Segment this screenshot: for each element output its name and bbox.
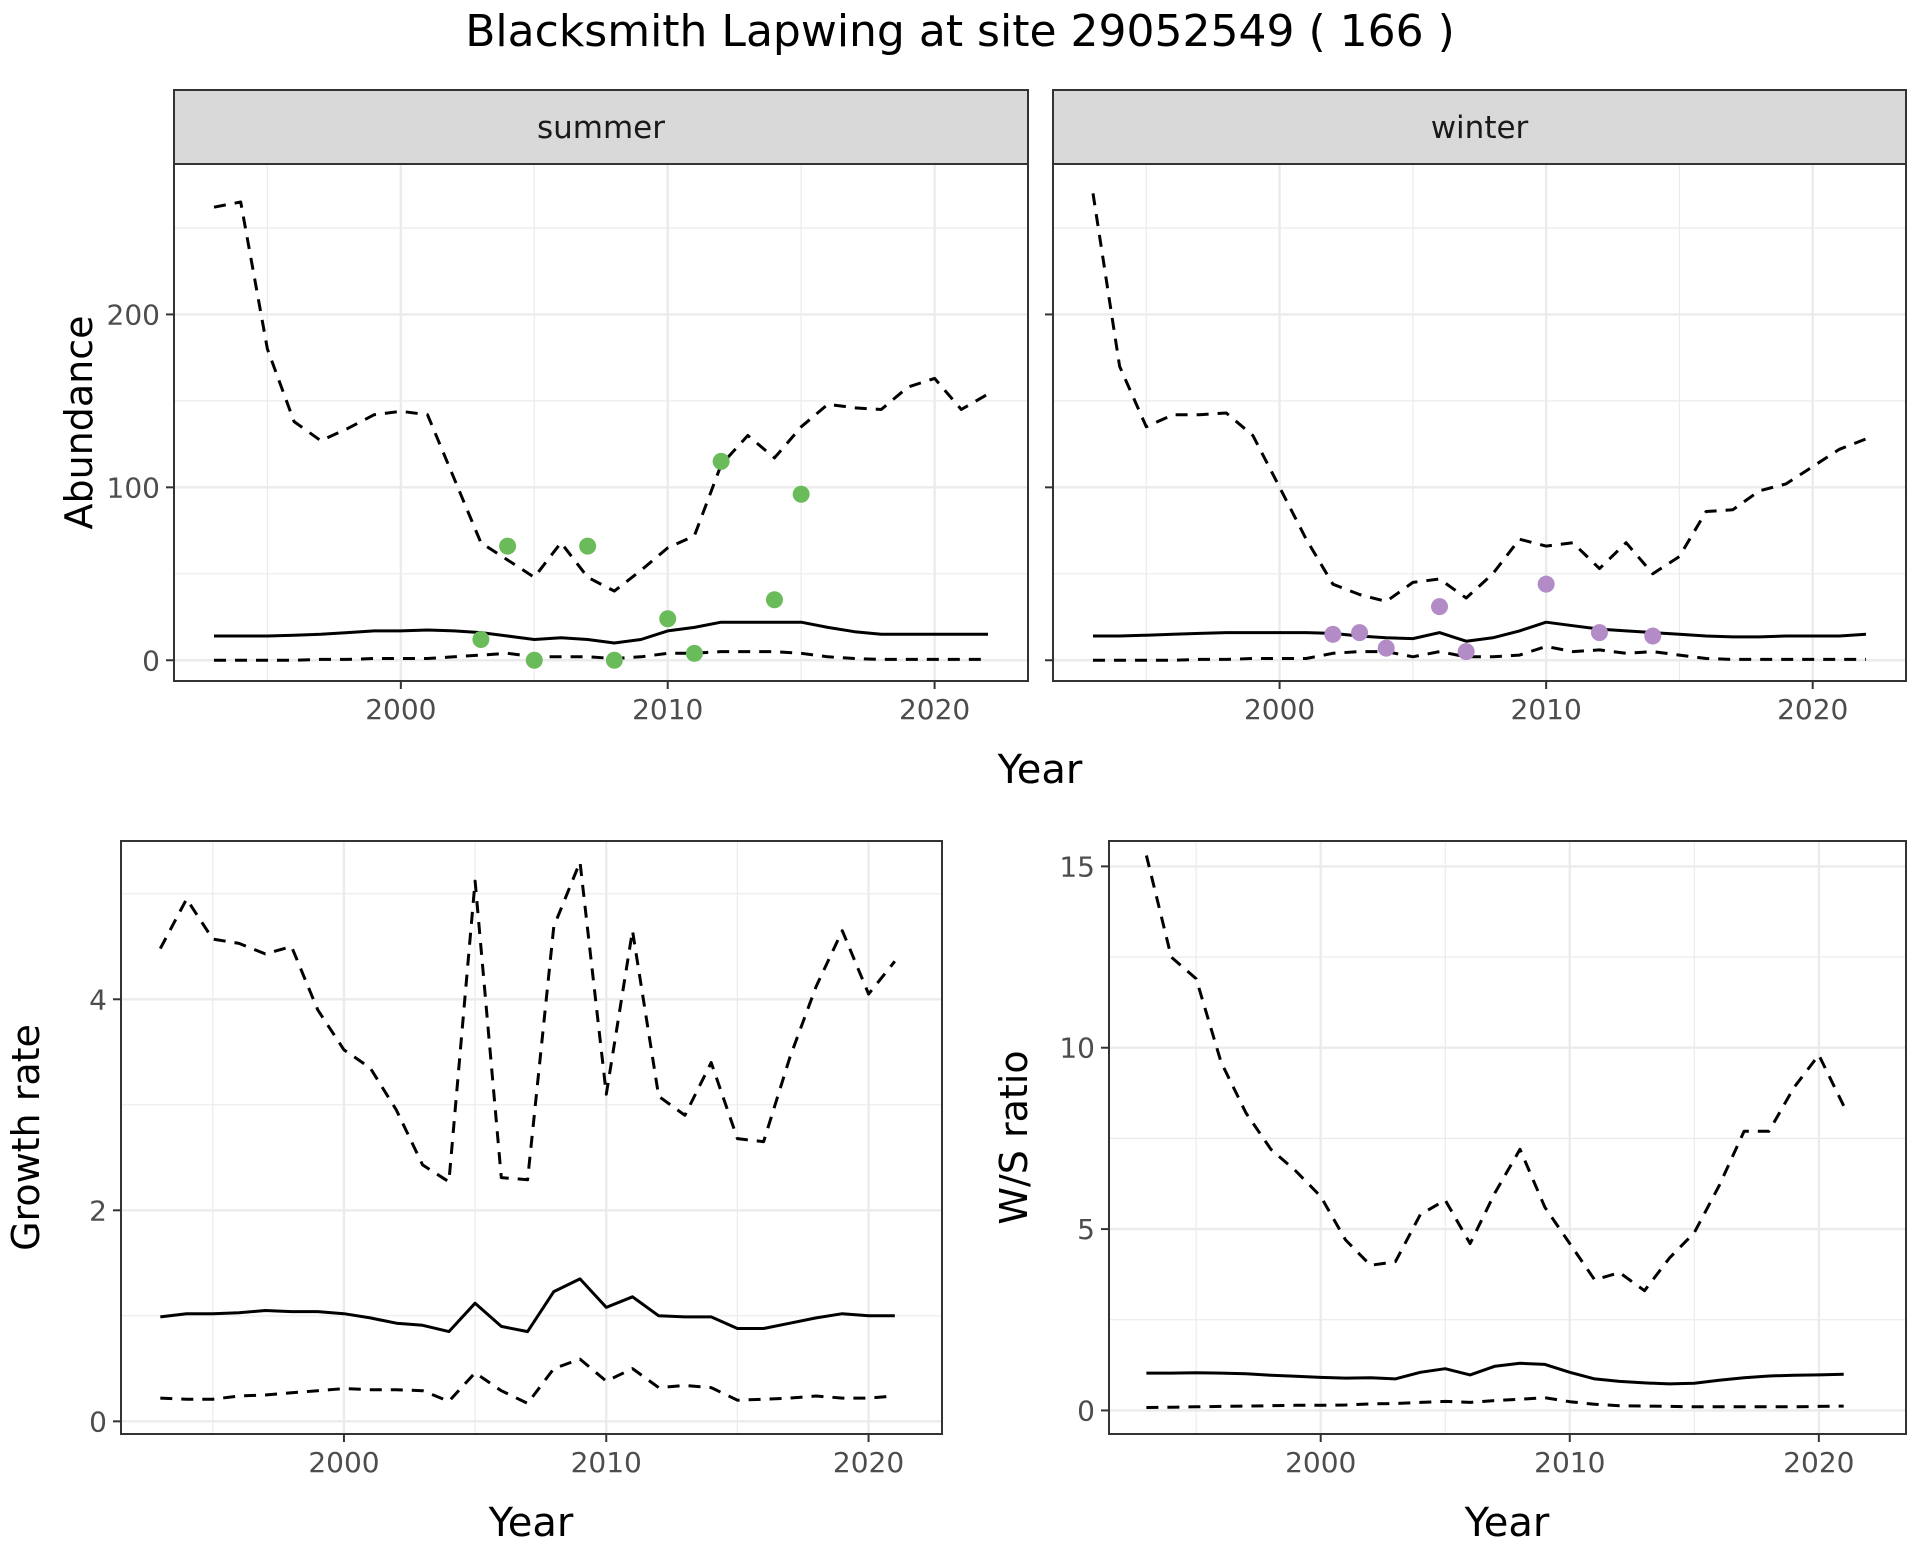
data-point [659,610,677,628]
x-tick-label: 2010 [632,693,703,726]
data-point [1324,625,1342,643]
data-point [792,485,810,503]
data-point [1537,575,1555,593]
figure-title: Blacksmith Lapwing at site 29052549 ( 16… [465,6,1455,57]
y-tick-label: 0 [1077,1394,1095,1427]
x-tick-label: 2000 [308,1446,379,1479]
data-point [1644,627,1662,645]
data-point [1351,624,1369,642]
y-tick-label: 200 [107,298,160,331]
y-axis-title: Abundance [57,315,101,529]
plot-background [174,164,1028,681]
x-tick-label: 2010 [1511,693,1582,726]
data-point [579,537,597,555]
y-axis-title: Growth rate [4,1024,48,1251]
x-tick-label: 2000 [1244,693,1315,726]
chart-panel-3: 2000 2010 2020 0 2 4 Growth rate [4,840,943,1479]
panel-border [1108,840,1907,1435]
data-point [472,631,490,649]
x-tick-label: 2020 [1783,1446,1854,1479]
y-tick-label: 0 [89,1405,107,1438]
y-tick-label: 5 [1077,1213,1095,1246]
series-dashed-line [1091,193,1867,603]
data-point [499,537,517,555]
x-tick-label: 2020 [833,1446,904,1479]
data-point [1457,643,1475,661]
y-tick-label: 15 [1059,850,1095,883]
series-solid-line [1093,620,1867,643]
x-axis-title: Year [997,747,1083,793]
series-dashed-line [158,860,896,1184]
y-tick-label: 0 [142,644,160,677]
facet-strip [1052,89,1907,165]
data-point [685,644,703,662]
chart-panel-2: winter 2000 2010 2020 [1045,89,1907,726]
series-solid-line [214,620,988,645]
y-tick-label: 100 [107,471,160,504]
x-axis-title: Year [488,1500,574,1546]
x-tick-label: 2000 [365,693,436,726]
x-tick-label: 2020 [899,693,970,726]
data-point [525,651,543,669]
series-dashed-line [1146,1396,1844,1409]
series-solid-line [160,1277,895,1334]
plot-background [1053,164,1906,681]
series-solid-line [1146,1361,1844,1386]
y-tick-label: 4 [89,983,107,1016]
data-point [1431,598,1449,616]
x-tick-label: 2010 [571,1446,642,1479]
y-axis-title: W/S ratio [992,1050,1036,1224]
data-point [1590,624,1608,642]
facet-strip-label: summer [537,110,665,146]
facet-strip-label: winter [1431,110,1529,146]
data-point [605,651,623,669]
series-dashed-line [160,1357,895,1405]
x-tick-label: 2010 [1534,1446,1605,1479]
series-dashed-line [1144,855,1846,1293]
data-point [712,452,730,470]
x-tick-label: 2020 [1777,693,1848,726]
data-point [1377,639,1395,657]
x-tick-label: 2000 [1285,1446,1356,1479]
series-dashed-line [213,200,989,593]
chart-panel-4: 2000 2010 2020 0 5 10 15 W/S ratio [992,840,1907,1479]
y-tick-label: 10 [1059,1032,1095,1065]
panel-border [120,840,943,1435]
y-tick-label: 2 [89,1194,107,1227]
x-axis-title: Year [1464,1500,1550,1546]
series-dashed-line [214,650,988,662]
series-dashed-line [1093,644,1866,662]
facet-strip [173,89,1029,165]
plot-background [1109,841,1906,1434]
data-point [765,591,783,609]
